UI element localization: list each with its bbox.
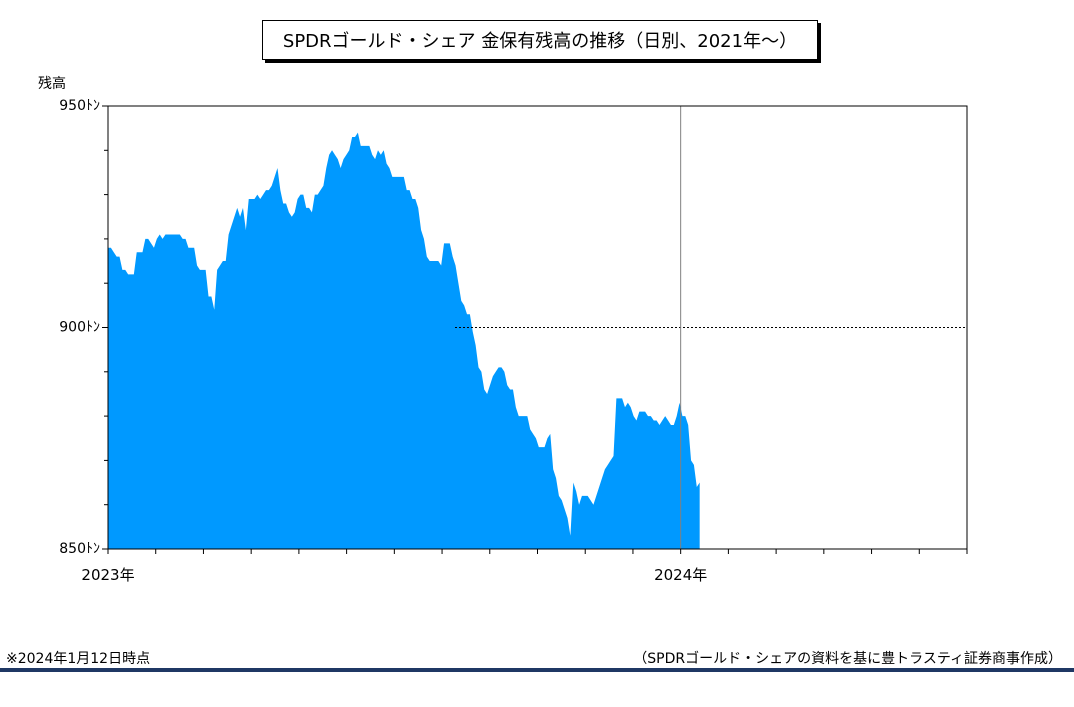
chart-title: SPDRゴールド・シェア 金保有残高の推移（日別、2021年～） — [262, 20, 818, 60]
series-area — [108, 132, 700, 549]
y-tick-label: 950ﾄﾝ — [59, 98, 100, 114]
source-note: （SPDRゴールド・シェアの資料を基に豊トラスティ証券商事作成） — [633, 651, 1062, 667]
x-tick-label: 2024年 — [654, 566, 707, 584]
as-of-note: ※2024年1月12日時点 — [6, 651, 151, 667]
x-tick-label: 2023年 — [81, 566, 134, 584]
footer-rule — [0, 668, 1074, 672]
y-tick-label: 850ﾄﾝ — [59, 541, 100, 557]
chart-svg: 950ﾄﾝ 900ﾄﾝ 850ﾄﾝ 残高 2023年 2024年 — [38, 75, 968, 584]
chart-title-text: SPDRゴールド・シェア 金保有残高の推移（日別、2021年～） — [282, 31, 798, 52]
y-axis-label: 残高 — [38, 75, 66, 92]
y-tick-label: 900ﾄﾝ — [59, 320, 100, 336]
